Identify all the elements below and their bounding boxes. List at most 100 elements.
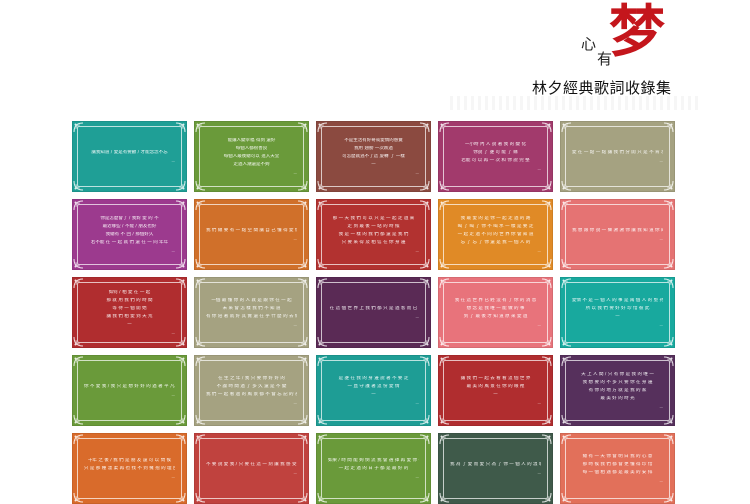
card-frame [321, 438, 426, 499]
corner-ornament-icon [419, 200, 430, 211]
corner-ornament-icon [297, 278, 308, 289]
corner-ornament-icon [541, 278, 552, 289]
lyric-line: 有 你 陪 著 就 好 其 實 還 在 乎 什 麼 的 去 做 [206, 313, 297, 319]
corner-ornament-icon [561, 278, 572, 289]
lyric-card[interactable]: 不 要 說 愛 我 / 只 要 在 這 一 刻 讓 我 感 受 你 的 溫 度 — [194, 433, 309, 504]
lyric-card[interactable]: 我 最 愛 的 是 你 一 起 走 過 的 路喝 了 喝 了 你 不 喝 水 一… [438, 199, 553, 270]
lyric-signature: — [171, 392, 176, 397]
corner-ornament-icon [297, 336, 308, 347]
corner-ornament-icon [317, 258, 328, 269]
lyric-text: 天 上 人 間 / 只 有 你 是 我 的 唯 一我 想 要 的 不 多 只 要… [572, 367, 663, 414]
lyric-line: 不 論 時 間 過 了 多 久 還 是 不 變 [216, 383, 287, 389]
lyric-line: 讓 我 們 一 起 去 看 看 這 個 世 界 [460, 375, 531, 381]
lyric-card[interactable]: 那 一 天 我 們 可 以 只 是 一 起 走 過 來走 到 最 後 一 站 的… [316, 199, 431, 270]
lyric-text: 總 有 一 天 你 會 明 白 我 的 心 意那 時 候 我 們 都 會 更 懂… [572, 445, 663, 492]
corner-ornament-icon [317, 492, 328, 503]
lyric-card[interactable]: 我 們 總 要 有 一 點 空 間 讓 自 己 懂 得 愛 情 — [194, 199, 309, 270]
lyric-card[interactable]: 你是怎麼會了 / 我對 愛 的 不最近哪些 / 不能 / 朋友也好 我總有 不 回… [72, 199, 187, 270]
lyric-card[interactable]: 能讓人變幸福 得到 還好 每個人都很善良 每個人最後總可以 進入天堂 走過人潮還是不夠… [194, 121, 309, 192]
lyric-line: 只 要 來 得 及 相 信 在 你 身 邊 [341, 239, 406, 245]
lyric-signature: — [415, 314, 420, 319]
corner-ornament-icon [419, 122, 430, 133]
lyric-card[interactable]: 一個 最 懂 你 的 人 就 是 跟 你 在 一 起未 來 會 怎 樣 我 們 … [194, 277, 309, 348]
card-frame [321, 126, 426, 187]
lyric-line: 若能 可 以 再 一 次 和 你 說 完 整 [461, 157, 530, 163]
card-frame [443, 360, 548, 421]
lyric-card-grid: 讓我知道 / 愛是有要顧 / 才能念念不忘 — 能讓人變幸福 得到 還好 每個人都很善… [72, 121, 677, 504]
card-frame [77, 438, 182, 499]
lyric-card[interactable]: 是 誰 在 我 的 身 邊 說 著 不 要 走一 直 守 護 著 這 份 愛 情… [316, 355, 431, 426]
corner-ornament-icon [561, 180, 572, 191]
corner-ornament-icon [439, 200, 450, 211]
lyric-card[interactable]: 在 生 之 年 / 我 只 要 你 好 好 的不 論 時 間 過 了 多 久 還… [194, 355, 309, 426]
corner-ornament-icon [73, 356, 84, 367]
lyric-line: 天 上 人 間 / 只 有 你 是 我 的 唯 一 [581, 371, 654, 377]
lyric-card[interactable]: 愛情 不 是 一 個 人 的 事 是 兩 個 人 的 堅 持所 以 我 們 要 … [560, 277, 675, 348]
corner-ornament-icon [73, 278, 84, 289]
lyric-card[interactable]: 天 上 人 間 / 只 有 你 是 我 的 唯 一我 想 要 的 不 多 只 要… [560, 355, 675, 426]
corner-ornament-icon [317, 336, 328, 347]
corner-ornament-icon [561, 336, 572, 347]
lyric-signature: — [415, 400, 420, 405]
lyric-line: 讓 我 們 相 愛 到 天 荒 [106, 313, 153, 319]
lyric-signature: — [537, 322, 542, 327]
corner-ornament-icon [561, 492, 572, 503]
card-frame [199, 282, 304, 343]
lyric-line: 那 一 天 我 們 可 以 只 是 一 起 走 過 來 [332, 215, 415, 221]
corner-ornament-icon [175, 122, 186, 133]
lyric-line: 那 就 用 我 們 的 時 間 [106, 297, 153, 303]
corner-ornament-icon [439, 492, 450, 503]
lyric-line: 讓我知道 / 愛是有要顧 / 才能念念不忘 [91, 149, 168, 155]
card-frame [77, 360, 182, 421]
corner-ornament-icon [419, 414, 430, 425]
lyric-text: 我 為 了 愛 而 愛 只 為 了 你 一 個 人 的 溫 暖 — [450, 445, 541, 492]
lyric-text: 我 在 這 世 界 已 經 沒 有 了 你 的 消 息想 念 是 我 唯 一 能… [450, 289, 541, 336]
card-frame [199, 204, 304, 265]
lyric-line: 我 想 要 的 不 多 只 要 你 在 身 邊 [582, 379, 653, 385]
lyric-line: 我 們 總 要 有 一 點 空 間 讓 自 己 懂 得 愛 情 [206, 227, 297, 233]
corner-ornament-icon [73, 122, 84, 133]
card-frame [77, 204, 182, 265]
corner-ornament-icon [195, 278, 206, 289]
lyric-line: 一 起 走 過 不 同 的 世 界 你 會 知 道 [457, 231, 534, 237]
lyric-line: 在 這 個 世 界 上 我 們 都 只 是 過 客 而 已 [329, 305, 418, 311]
corner-ornament-icon [541, 336, 552, 347]
lyric-card[interactable]: 我 想 跟 你 說 一 聲 謝 謝 你 讓 我 知 道 你 的 好 — [560, 199, 675, 270]
lyric-line: 忘 了 忘 了 你 還 是 我 一 個 人 的 [460, 239, 531, 245]
lyric-card[interactable]: 總 有 一 天 你 會 明 白 我 的 心 意那 時 候 我 們 都 會 更 懂… [560, 433, 675, 504]
lyric-card[interactable]: 十年 之 後 / 我 們 是 朋 友 還 可 以 問 候只 是 那 種 溫 柔 … [72, 433, 187, 504]
card-frame [77, 282, 182, 343]
corner-ornament-icon [175, 336, 186, 347]
lyric-line: 你 不 愛 我 / 我 只 是 想 好 好 的 過 著 平 凡 的 日 子 [84, 383, 175, 389]
lyric-line: — [615, 313, 620, 319]
lyric-card[interactable]: 你 不 愛 我 / 我 只 是 想 好 好 的 過 著 平 凡 的 日 子 — [72, 355, 187, 426]
lyric-card[interactable]: 我 在 這 世 界 已 經 沒 有 了 你 的 消 息想 念 是 我 唯 一 能… [438, 277, 553, 348]
lyric-signature: — [415, 170, 420, 175]
lyric-card[interactable]: 在 這 個 世 界 上 我 們 都 只 是 過 客 而 已 — [316, 277, 431, 348]
lyric-signature: — [537, 248, 542, 253]
corner-ornament-icon [317, 414, 328, 425]
card-frame [565, 126, 670, 187]
lyric-card[interactable]: 我 為 了 愛 而 愛 只 為 了 你 一 個 人 的 溫 暖 — [438, 433, 553, 504]
lyric-card[interactable]: 如何 / 相 愛 在 一 起那 就 用 我 們 的 時 間等 待 一 個 開 始… [72, 277, 187, 348]
lyric-line: 走 到 最 後 一 站 的 時 候 [347, 223, 400, 229]
lyric-text: 我 們 總 要 有 一 點 空 間 讓 自 己 懂 得 愛 情 — [206, 211, 297, 258]
lyric-card[interactable]: 愛 在 一 點 一 點 讓 我 們 分 開 只 是 不 肯 承 認 而 已 — [560, 121, 675, 192]
lyric-card[interactable]: 讓 我 們 一 起 去 看 看 這 個 世 界最 美 的 風 景 在 你 的 眼… [438, 355, 553, 426]
logo-mark-have: 有 [597, 50, 613, 68]
card-frame [565, 438, 670, 499]
corner-ornament-icon [175, 180, 186, 191]
corner-ornament-icon [195, 336, 206, 347]
lyric-text: 是 誰 在 我 的 身 邊 說 著 不 要 走一 直 守 護 著 這 份 愛 情… [328, 367, 419, 414]
lyric-card[interactable]: 一小時 內 人 說 著 我 的 變 化你說 了 誰 可 能 了 緣若能 可 以 … [438, 121, 553, 192]
lyric-line: 可怎麼就逃不了這 旋轉 了 一樣 [342, 153, 405, 159]
lyric-line: 愛情 不 是 一 個 人 的 事 是 兩 個 人 的 堅 持 [572, 297, 663, 303]
lyric-text: 我 想 跟 你 說 一 聲 謝 謝 你 讓 我 知 道 你 的 好 — [572, 211, 663, 258]
lyric-line: 最近哪些 / 不能 / 朋友也好 [102, 223, 157, 229]
lyric-card[interactable]: 不是生活有好奇或愛情的感覺 我用 翅膀 一次跌過 可怎麼就逃不了這 旋轉 了 一樣 —… [316, 121, 431, 192]
lyric-card[interactable]: 讓我知道 / 愛是有要顧 / 才能念念不忘 — [72, 121, 187, 192]
corner-ornament-icon [663, 180, 674, 191]
lyric-card[interactable]: 如果 / 時 間 能 夠 倒 流 我 會 選 擇 再 愛 你 一 次一 起 走 … [316, 433, 431, 504]
lyric-signature: — [293, 236, 298, 241]
corner-ornament-icon [297, 356, 308, 367]
